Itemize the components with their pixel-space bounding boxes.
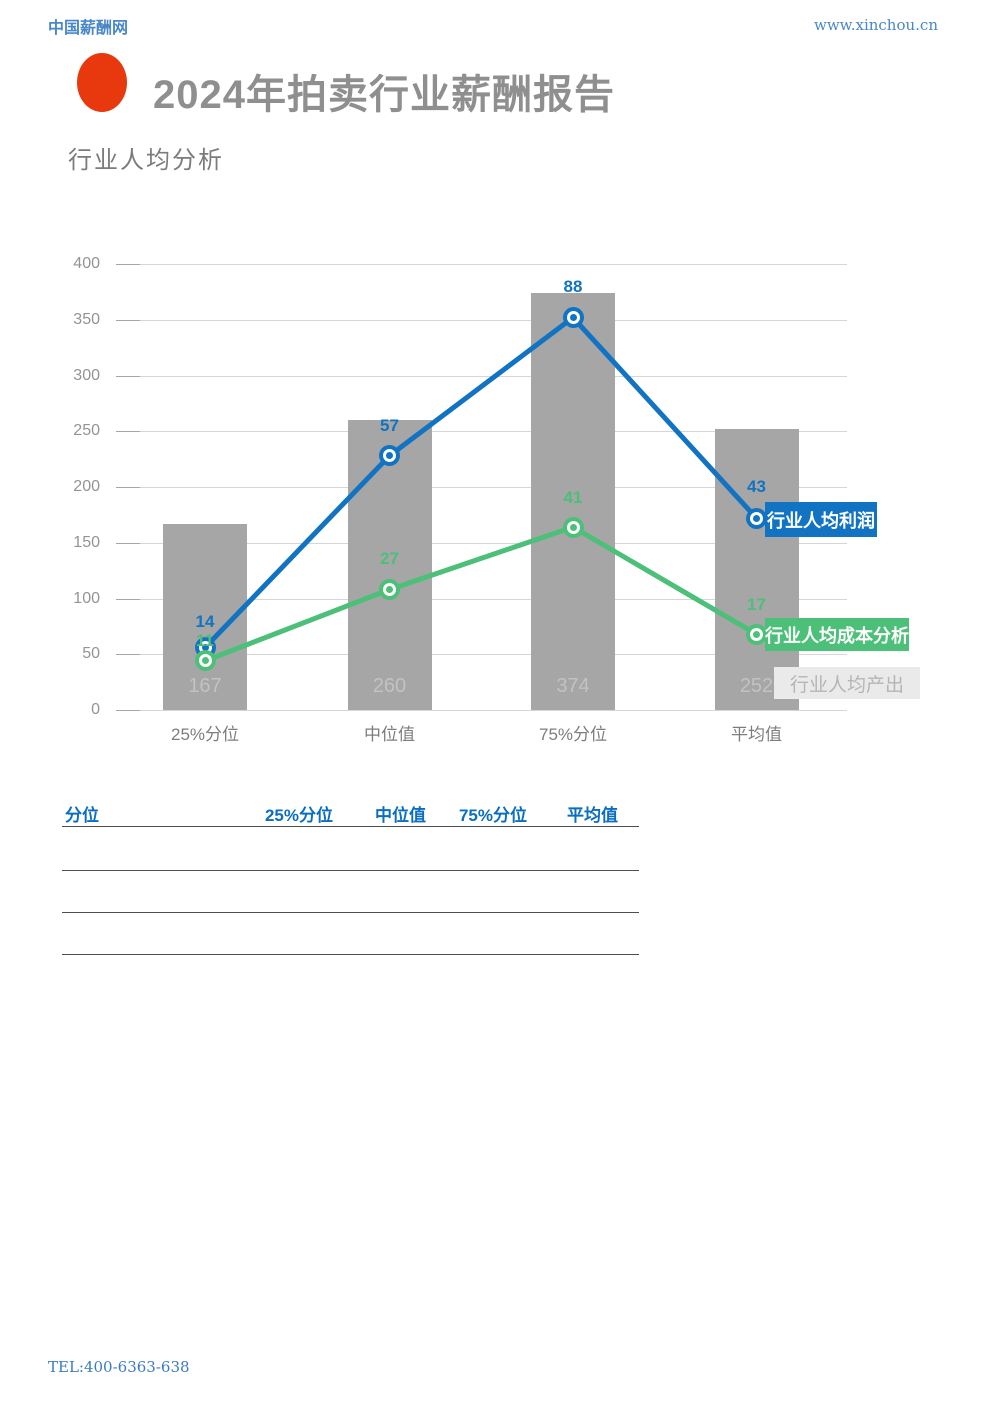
marker-ring xyxy=(566,311,580,325)
bar-value-label: 374 xyxy=(556,675,590,697)
section-title: 行业人均分析 xyxy=(68,147,224,174)
bar xyxy=(714,429,799,710)
gridline xyxy=(116,264,847,265)
data-point-label: 88 xyxy=(563,276,583,296)
table-row xyxy=(62,871,639,913)
line-行业人均利润 xyxy=(203,315,759,650)
data-point-marker xyxy=(746,623,767,645)
table-header-cell: 25%分位 xyxy=(264,805,333,825)
marker-dot xyxy=(753,630,760,638)
y-axis-label: 200 xyxy=(73,478,100,495)
gridline xyxy=(116,542,847,544)
table-header-cell: 平均值 xyxy=(567,805,618,825)
footer-tel: TEL:400-6363-638 xyxy=(48,1358,190,1376)
data-point-marker xyxy=(562,307,584,329)
axis-tick xyxy=(116,487,140,488)
category-label: 中位值 xyxy=(364,725,415,744)
marker-dot xyxy=(201,644,209,652)
bar xyxy=(531,292,615,710)
red-dot-icon xyxy=(77,53,127,112)
data-point-label: 17 xyxy=(747,595,766,615)
data-point-marker xyxy=(194,650,216,672)
marker-ring xyxy=(198,654,212,668)
gridline xyxy=(116,598,847,600)
axis-tick xyxy=(116,542,140,544)
data-point-label: 27 xyxy=(380,548,399,568)
marker-dot xyxy=(386,586,393,594)
category-label: 平均值 xyxy=(731,725,782,744)
data-point-marker xyxy=(562,516,584,538)
marker-ring xyxy=(750,511,763,525)
marker-ring xyxy=(383,449,396,463)
y-axis-label: 300 xyxy=(73,366,100,384)
table-header-cell: 75%分位 xyxy=(458,805,527,825)
table-header-cell: 中位值 xyxy=(375,805,426,825)
marker-ring xyxy=(750,627,763,641)
axis-tick xyxy=(116,319,140,321)
y-axis-label: 100 xyxy=(73,589,100,607)
gridline xyxy=(116,431,847,433)
legend-output-badge: 行业人均产出 xyxy=(774,667,920,699)
table-row xyxy=(62,913,639,955)
category-label: 75%分位 xyxy=(538,725,608,744)
bar-value-label: 260 xyxy=(372,675,407,697)
table-header-cell: 分位 xyxy=(65,805,99,825)
site-name-link[interactable]: 中国薪酬网 xyxy=(48,18,129,37)
gridline xyxy=(116,710,847,711)
bar-value-label: 252 xyxy=(739,675,774,697)
axis-tick xyxy=(116,654,140,656)
marker-dot xyxy=(386,452,393,460)
axis-tick xyxy=(116,264,140,265)
y-axis-label: 150 xyxy=(73,533,100,551)
legend-cost-badge: 行业人均成本分析 xyxy=(765,618,909,651)
category-label: 25%分位 xyxy=(170,725,240,744)
data-point-label: 41 xyxy=(563,488,583,508)
data-point-label: 57 xyxy=(380,415,399,435)
axis-tick xyxy=(116,710,140,711)
y-axis-label: 400 xyxy=(73,255,100,272)
y-axis-label: 350 xyxy=(73,310,100,328)
data-point-marker xyxy=(379,445,400,467)
axis-tick xyxy=(116,431,140,433)
marker-dot xyxy=(753,514,760,522)
axis-tick xyxy=(116,598,140,600)
table-row xyxy=(62,827,639,871)
data-point-label: 43 xyxy=(747,477,766,497)
marker-ring xyxy=(566,520,580,534)
data-point-label: 14 xyxy=(195,611,215,631)
report-title: 2024年拍卖行业薪酬报告 xyxy=(153,73,615,117)
bar xyxy=(347,420,432,710)
site-url-link[interactable]: www.xinchou.cn xyxy=(813,16,938,34)
axis-tick xyxy=(116,375,140,377)
table-header-row: 分位 25%分位 中位值 75%分位 平均值 xyxy=(62,800,639,827)
percentile-table: 分位 25%分位 中位值 75%分位 平均值 xyxy=(62,800,639,955)
y-axis-label: 50 xyxy=(82,645,100,663)
gridline xyxy=(116,487,847,488)
per-capita-combo-chart: 0 50 100 150 200 250 300 350 400 167 260 374 252 25%分… xyxy=(73,255,920,744)
gridline xyxy=(116,319,847,321)
marker-dot xyxy=(201,657,209,665)
y-axis-label: 250 xyxy=(73,422,100,440)
data-point-label: 11 xyxy=(196,630,214,650)
bar-value-label: 167 xyxy=(188,675,222,697)
legend-profit-badge: 行业人均利润 xyxy=(765,502,877,537)
data-point-marker xyxy=(746,507,767,529)
gridline xyxy=(116,375,847,377)
marker-ring xyxy=(383,583,396,597)
data-point-marker xyxy=(379,579,400,601)
marker-dot xyxy=(569,314,577,322)
line-行业人均成本分析 xyxy=(204,524,758,664)
y-axis-label: 0 xyxy=(91,701,100,718)
line-series-svg xyxy=(203,315,759,664)
marker-dot xyxy=(569,523,577,531)
gridline xyxy=(116,654,847,656)
